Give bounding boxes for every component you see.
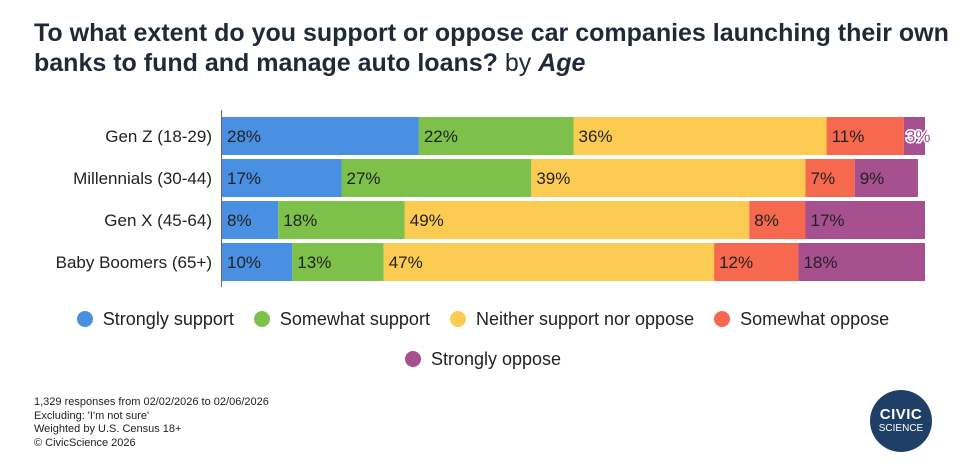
footer-weighted: Weighted by U.S. Census 18+ xyxy=(34,423,182,435)
legend-label: Somewhat support xyxy=(279,308,430,329)
data-label: 12% xyxy=(719,253,753,272)
data-label: 27% xyxy=(347,169,381,188)
chart-footer: 1,329 responses from 02/02/2026 to 02/06… xyxy=(34,396,269,450)
bar-segment xyxy=(222,159,342,197)
bar-segment xyxy=(531,159,806,197)
bar-segment xyxy=(805,159,855,197)
data-label: 39% xyxy=(536,169,570,188)
data-label: 13% xyxy=(297,253,331,272)
chart-title: To what extent do you support or oppose … xyxy=(34,18,954,78)
data-label: 17% xyxy=(810,211,844,230)
bar-segment xyxy=(573,117,827,155)
legend-label: Somewhat oppose xyxy=(740,308,890,329)
bar-segment xyxy=(826,117,904,155)
bar-segment xyxy=(714,243,799,281)
data-label: 3% xyxy=(906,127,931,146)
category-label: Millennials (30-44) xyxy=(73,169,212,188)
data-label: 36% xyxy=(579,127,613,146)
data-label: 22% xyxy=(424,127,458,146)
legend-dot-icon xyxy=(76,311,93,327)
footer-responses: 1,329 responses from 02/02/2026 to 02/06… xyxy=(34,396,269,408)
legend-dot-icon xyxy=(449,311,466,327)
stacked-bar-chart: Gen Z (18-29) 28% 22% 36% 11% 3% Millennials (… xyxy=(56,110,932,287)
legend-dot-icon xyxy=(714,311,731,327)
footer-copyright: © CivicScience 2026 xyxy=(34,436,136,449)
bar-segment xyxy=(749,201,806,239)
legend-item: Somewhat support xyxy=(253,308,430,330)
category-label: Baby Boomers (65+) xyxy=(56,253,212,272)
data-label: 9% xyxy=(860,169,885,188)
data-label: 47% xyxy=(389,253,423,272)
title-by: by xyxy=(497,49,539,77)
bar-segment xyxy=(854,159,918,197)
legend-dot-icon xyxy=(253,311,270,327)
bar-segment xyxy=(278,201,405,239)
legend-item: Strongly support xyxy=(76,308,234,330)
legend-label: Neither support nor oppose xyxy=(475,308,695,329)
title-dimension: Age xyxy=(538,49,586,77)
bar-segment xyxy=(805,201,925,239)
bar-segment xyxy=(798,243,925,281)
civicscience-logo: CIVIC SCIENCE xyxy=(870,390,932,452)
bar-segment xyxy=(903,117,925,155)
data-label: 8% xyxy=(754,211,779,230)
bar-segment xyxy=(292,243,384,281)
bar-segment xyxy=(341,159,532,197)
category-label: Gen Z (18-29) xyxy=(105,127,212,146)
legend-dot-icon xyxy=(404,351,421,367)
title-main: To what extent do you support or oppose … xyxy=(34,19,949,77)
footer-excluding: Excluding: 'I'm not sure' xyxy=(34,409,150,422)
data-label: 11% xyxy=(832,127,865,146)
logo-line1: CIVIC xyxy=(879,406,923,423)
bar-segment xyxy=(222,201,279,239)
bar-segment xyxy=(383,243,715,281)
data-label: 28% xyxy=(227,127,261,146)
data-label: 49% xyxy=(410,211,444,230)
legend-label: Strongly support xyxy=(102,308,234,329)
data-label: 18% xyxy=(803,253,837,272)
bar-segment xyxy=(222,117,419,155)
bar-segment xyxy=(404,201,750,239)
category-label: Gen X (45-64) xyxy=(104,211,212,230)
data-label: 18% xyxy=(283,211,317,230)
legend-item: Somewhat oppose xyxy=(714,308,889,330)
bar-segment xyxy=(418,117,574,155)
logo-line2: SCIENCE xyxy=(878,423,924,434)
data-label: 10% xyxy=(227,253,261,272)
bar-segment xyxy=(222,243,293,281)
chart-legend: Strongly support Somewhat support Neither … xyxy=(30,308,936,370)
data-label: 17% xyxy=(227,169,261,188)
legend-item: Neither support nor oppose xyxy=(449,308,695,330)
data-label: 7% xyxy=(810,169,835,188)
legend-label: Strongly oppose xyxy=(430,348,562,369)
data-label: 8% xyxy=(227,211,252,230)
legend-item: Strongly oppose xyxy=(404,348,562,370)
